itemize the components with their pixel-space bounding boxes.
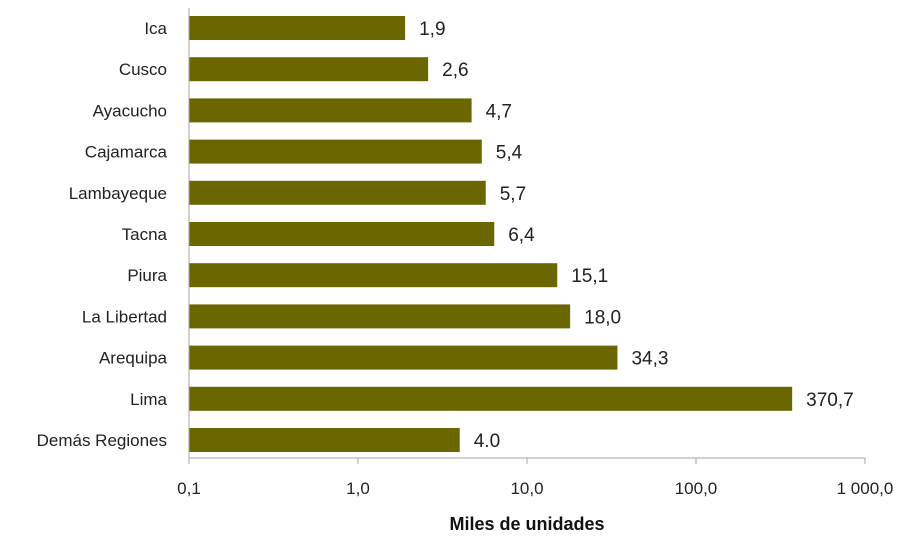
bar-4	[189, 180, 486, 205]
bar-2	[189, 98, 472, 123]
category-label-6: Piura	[127, 266, 167, 285]
bar-0	[189, 16, 406, 40]
category-label-8: Arequipa	[99, 349, 168, 368]
value-label-8: 34,3	[631, 349, 668, 370]
x-tick-label-3: 100,0	[675, 479, 718, 498]
bars-layer	[189, 16, 793, 452]
bar-6	[189, 263, 558, 288]
bar-3	[189, 139, 482, 164]
x-tick-label-4: 1 000,0	[837, 479, 894, 498]
bar-7	[189, 304, 571, 329]
category-label-5: Tacna	[122, 225, 168, 244]
bar-5	[189, 222, 495, 246]
category-label-2: Ayacucho	[93, 101, 167, 120]
x-tick-label-0: 0,1	[177, 479, 201, 498]
category-label-10: Demás Regiones	[37, 431, 167, 450]
x-tick-label-2: 10,0	[510, 479, 543, 498]
value-label-5: 6,4	[508, 225, 535, 246]
value-labels: 1,9 2,6 4,7 5,4 5,7 6,4 15,1 18,0 34,3 370,7 4.0	[419, 19, 854, 452]
value-label-9: 370,7	[806, 390, 854, 411]
value-label-1: 2,6	[442, 60, 468, 81]
bar-10	[189, 428, 460, 452]
value-label-6: 15,1	[571, 266, 608, 287]
bar-9	[189, 386, 793, 411]
x-axis-title: Miles de unidades	[449, 514, 604, 534]
category-labels: Ica Cusco Ayacucho Cajamarca Lambayeque Tacna…	[37, 19, 168, 450]
x-tick-label-1: 1,0	[346, 479, 370, 498]
category-label-1: Cusco	[119, 60, 167, 79]
category-label-3: Cajamarca	[85, 143, 168, 162]
category-label-4: Lambayeque	[69, 184, 167, 203]
value-label-4: 5,7	[500, 184, 526, 205]
value-label-0: 1,9	[419, 19, 445, 40]
value-label-7: 18,0	[584, 307, 621, 328]
bar-1	[189, 57, 429, 82]
category-label-7: La Libertad	[82, 307, 167, 326]
value-label-2: 4,7	[486, 101, 512, 122]
category-label-9: Lima	[130, 390, 167, 409]
value-label-10: 4.0	[474, 431, 500, 452]
bar-8	[189, 345, 618, 370]
category-label-0: Ica	[144, 19, 167, 38]
x-axis: 0,1 1,0 10,0 100,0 1 000,0	[177, 8, 893, 498]
value-label-3: 5,4	[496, 143, 523, 164]
